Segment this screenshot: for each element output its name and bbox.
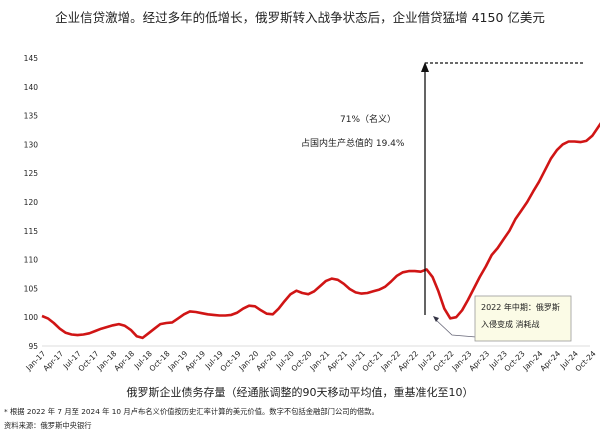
callout-pointer bbox=[434, 318, 477, 338]
y-tick-label: 140 bbox=[24, 83, 39, 92]
x-tick-label: Apr-17 bbox=[41, 349, 65, 373]
x-tick-label: Apr-23 bbox=[467, 349, 491, 373]
callout-arrow-icon bbox=[433, 316, 439, 322]
y-tick-label: 110 bbox=[24, 256, 39, 265]
x-tick-label: Oct-18 bbox=[147, 349, 171, 373]
y-tick-label: 145 bbox=[24, 54, 39, 63]
x-tick-label: Apr-24 bbox=[538, 349, 562, 373]
x-axis-label: 俄罗斯企业债务存量（经通胀调整的90天移动平均值，重基准化至10） bbox=[127, 385, 474, 399]
y-tick-label: 105 bbox=[24, 284, 39, 293]
y-tick-label: 120 bbox=[24, 198, 39, 207]
x-tick-label: Oct-24 bbox=[573, 349, 597, 373]
x-tick-label: Apr-21 bbox=[325, 349, 349, 373]
gdp-label: 占国内生产总值的 19.4% bbox=[301, 137, 405, 149]
callout-line-1: 2022 年中期：俄罗斯 bbox=[481, 302, 560, 312]
x-tick-label: Oct-23 bbox=[502, 349, 526, 373]
arrow-head-icon bbox=[421, 62, 429, 72]
chart-title: 企业信贷激增。经过多年的低增长，俄罗斯转入战争状态后，企业借贷猛增 4150 亿… bbox=[55, 10, 545, 25]
growth-label: 71%（名义） bbox=[340, 113, 396, 125]
y-tick-label: 135 bbox=[24, 112, 39, 121]
y-tick-label: 125 bbox=[24, 169, 39, 178]
x-tick-label: Apr-19 bbox=[183, 349, 207, 373]
x-tick-label: Oct-22 bbox=[431, 349, 455, 373]
x-tick-label: Apr-18 bbox=[112, 349, 136, 373]
series-line bbox=[41, 122, 600, 340]
y-tick-label: 100 bbox=[24, 313, 39, 322]
x-tick-label: Apr-20 bbox=[254, 349, 278, 373]
callout-box bbox=[474, 295, 572, 342]
x-tick-label: Apr-22 bbox=[396, 349, 420, 373]
x-tick-label: Oct-20 bbox=[289, 349, 313, 373]
y-tick-label: 130 bbox=[24, 140, 39, 149]
x-tick-label: Oct-19 bbox=[218, 349, 242, 373]
callout-line-2: 入侵变成 消耗战 bbox=[481, 319, 540, 329]
x-tick-label: Oct-21 bbox=[360, 349, 384, 373]
x-tick-label: Oct-17 bbox=[76, 349, 100, 373]
source-note: 资料来源：俄罗斯中央银行 bbox=[4, 421, 92, 430]
y-tick-label: 115 bbox=[24, 227, 39, 236]
footnote: * 根据 2022 年 7 月至 2024 年 10 月卢布名义价值按历史汇率计… bbox=[4, 407, 379, 416]
y-tick-label: 95 bbox=[28, 342, 38, 351]
